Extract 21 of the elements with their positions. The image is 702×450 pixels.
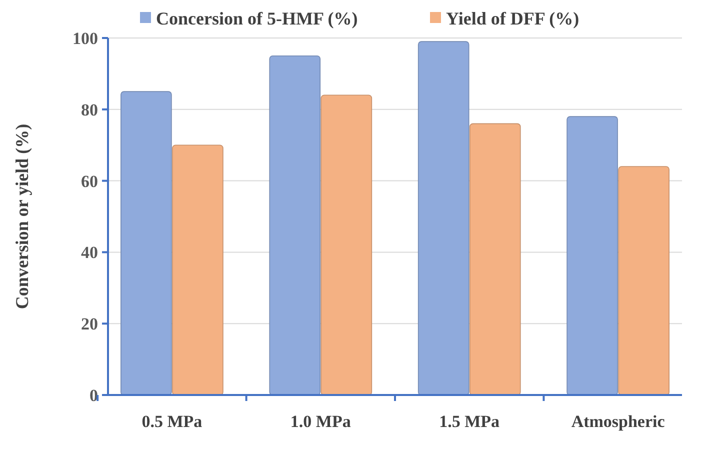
bar — [172, 144, 224, 396]
y-tick-label: 20 — [81, 314, 98, 334]
legend-label: Concersion of 5-HMF (%) — [156, 8, 358, 28]
y-tick-label: 60 — [81, 172, 98, 191]
y-tick-label: 100 — [72, 28, 98, 48]
bar — [566, 116, 618, 396]
y-tick-label: 80 — [81, 100, 98, 120]
y-axis-title: Conversion or yield (%) — [12, 124, 32, 310]
bar — [618, 166, 670, 396]
y-tick-label: 40 — [81, 243, 98, 262]
bar — [269, 55, 321, 396]
bar — [120, 91, 172, 396]
bar — [418, 41, 470, 396]
legend-label: Yield of DFF (%) — [446, 8, 580, 28]
bar — [469, 123, 521, 396]
bar — [320, 94, 372, 396]
x-tick-label: 0.5 MPa — [142, 412, 203, 431]
y-tick-label: 0 — [90, 386, 98, 405]
x-tick-label: 1.0 MPa — [290, 412, 352, 431]
x-tick-label: Atmospheric — [571, 412, 666, 431]
x-tick-label: 1.5 MPa — [439, 412, 500, 431]
